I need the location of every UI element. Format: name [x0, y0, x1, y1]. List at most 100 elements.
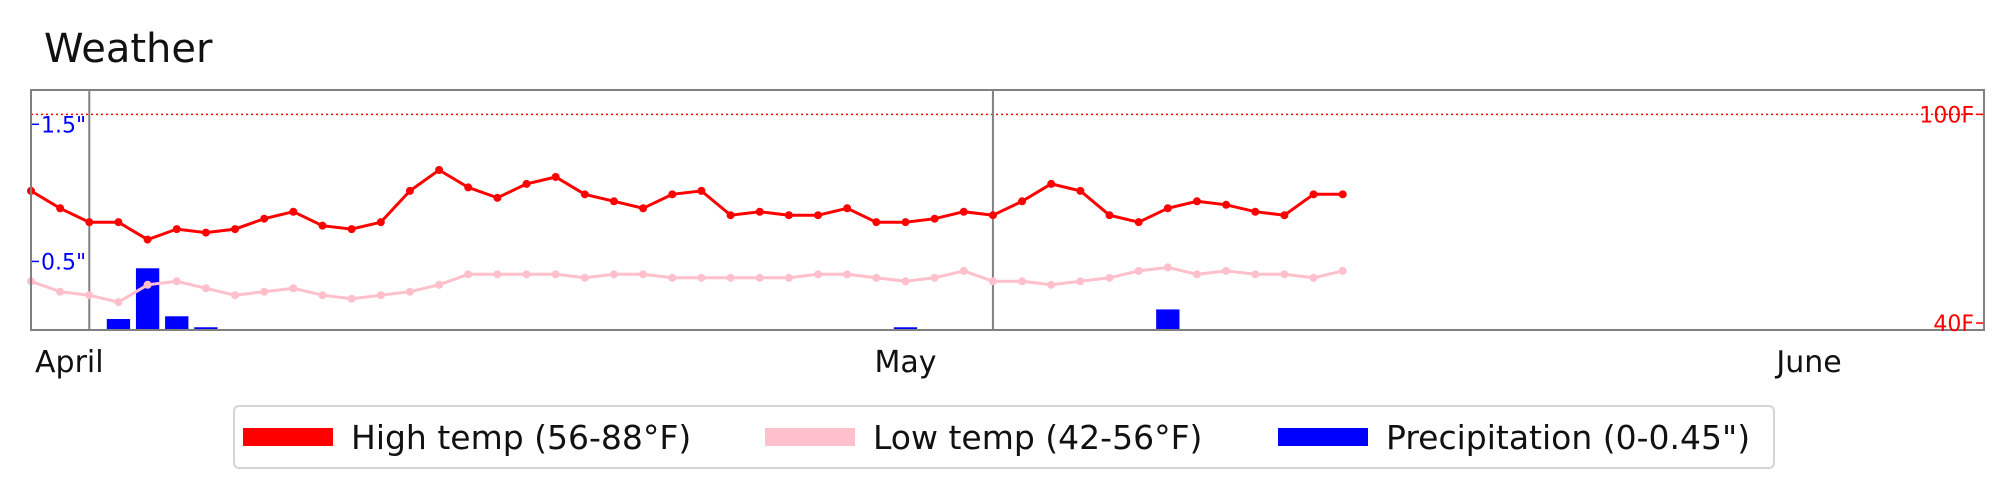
low-temp-point: [959, 266, 968, 275]
high-temp-point: [755, 207, 764, 216]
low-temp-point: [1105, 273, 1114, 282]
low-temp-point: [1222, 266, 1231, 275]
low-temp-point: [1251, 270, 1260, 279]
low-temp-point: [143, 280, 152, 289]
precip-tick-label: 0.5": [41, 250, 86, 275]
high-temp-point: [1309, 190, 1318, 199]
high-temp-line: [30, 168, 1343, 242]
low-temp-point: [56, 287, 65, 296]
chart-title: Weather: [44, 26, 213, 72]
low-temp-point: [493, 270, 502, 279]
low-temp-point: [1338, 266, 1347, 275]
precip-bar: [194, 327, 218, 330]
high-temp-point: [930, 214, 939, 223]
weather-chart: Weather 40F 100F 0.5" 1.5" April May June: [27, 26, 1985, 380]
low-temp-point: [201, 284, 210, 293]
low-temp-point: [318, 291, 327, 300]
high-temp-point: [405, 186, 414, 195]
low-temp-line: [30, 265, 1344, 304]
high-temp-point: [522, 179, 531, 188]
low-temp-point: [580, 273, 589, 282]
high-temp-point: [843, 204, 852, 213]
legend-item-high: High temp (56-88°F): [243, 407, 691, 467]
low-temp-point: [260, 287, 269, 296]
high-temp-point: [784, 211, 793, 220]
low-temp-point: [609, 270, 618, 279]
legend-item-precip: Precipitation (0-0.45"): [1278, 407, 1750, 467]
low-temp-point: [1018, 277, 1027, 286]
legend-item-low: Low temp (42-56°F): [765, 407, 1202, 467]
high-temp-point: [1222, 200, 1231, 209]
high-temp-point: [435, 166, 444, 174]
low-temp-point: [872, 273, 881, 282]
high-temp-point: [609, 197, 618, 206]
low-temp-point: [1134, 266, 1143, 275]
high-temp-point: [56, 204, 65, 213]
legend-swatch-high: [243, 428, 333, 446]
high-temp-point: [580, 190, 589, 199]
low-temp-point: [1309, 273, 1318, 282]
low-temp-point: [784, 273, 793, 282]
high-temp-point: [143, 235, 152, 244]
high-temp-point: [901, 218, 910, 227]
low-temp-point: [901, 277, 910, 286]
high-temp-point: [231, 225, 240, 234]
low-temp-point: [755, 273, 764, 282]
high-temp-point: [639, 204, 648, 213]
low-temp-point: [231, 291, 240, 300]
high-temp-point: [1163, 204, 1172, 213]
low-temp-point: [930, 273, 939, 282]
temp-tick-label: 100F: [1919, 103, 1974, 128]
x-tick-label: April: [35, 345, 104, 380]
low-temp-point: [376, 291, 385, 300]
low-temp-point: [697, 273, 706, 282]
high-temp-point: [172, 225, 181, 234]
high-temp-point: [1280, 211, 1289, 220]
high-temp-point: [959, 207, 968, 216]
low-temp-point: [668, 273, 677, 282]
low-temp-point: [289, 284, 298, 293]
high-temp-point: [493, 193, 502, 202]
high-temp-point: [872, 218, 881, 227]
precip-bar: [165, 316, 189, 330]
low-temp-point: [639, 270, 648, 279]
high-temp-point: [201, 228, 210, 237]
precip-tick-label: 1.5": [41, 113, 86, 138]
low-temp-point: [435, 280, 444, 289]
legend-swatch-precip: [1278, 428, 1368, 446]
legend-label-high: High temp (56-88°F): [351, 417, 692, 457]
precip-bar: [135, 268, 160, 330]
high-temp-point: [85, 218, 94, 227]
low-temp-point: [1192, 270, 1201, 279]
low-temp-point: [988, 277, 997, 286]
low-temp-point: [114, 298, 123, 307]
high-temp-point: [1047, 179, 1056, 188]
low-temp-point: [1047, 280, 1056, 289]
legend: High temp (56-88°F) Low temp (42-56°F) P…: [233, 405, 1775, 469]
low-temp-point: [522, 270, 531, 279]
legend-label-low: Low temp (42-56°F): [873, 417, 1203, 457]
x-tick-label: June: [1774, 345, 1841, 380]
plot-area: [27, 90, 1984, 330]
high-temp-point: [1018, 197, 1027, 206]
high-temp-point: [1251, 207, 1260, 216]
temp-tick-label: 40F: [1933, 312, 1974, 337]
high-temp-point: [289, 207, 298, 216]
high-temp-point: [347, 225, 356, 234]
low-temp-point: [405, 287, 414, 296]
high-temp-point: [260, 214, 269, 223]
high-temp-point: [814, 211, 823, 220]
legend-swatch-low: [765, 428, 855, 446]
high-temp-point: [697, 186, 706, 195]
high-temp-point: [668, 190, 677, 199]
high-temp-point: [114, 218, 123, 227]
high-temp-point: [318, 221, 327, 230]
low-temp-point: [172, 277, 181, 286]
low-temp-point: [347, 294, 356, 303]
high-temp-point: [988, 211, 997, 220]
low-temp-point: [551, 270, 560, 279]
high-temp-point: [1338, 190, 1347, 199]
precip-bar: [106, 319, 131, 330]
low-temp-point: [1163, 263, 1172, 272]
high-temp-point: [1105, 211, 1114, 220]
